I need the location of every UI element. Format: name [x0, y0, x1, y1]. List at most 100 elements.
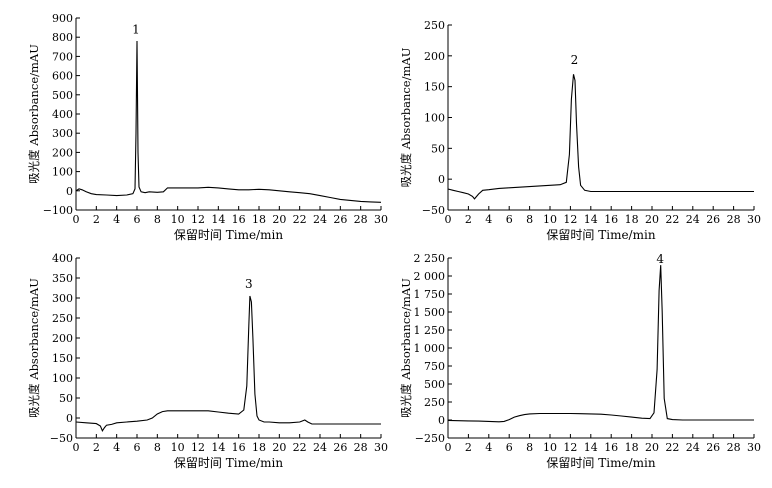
- peak-label: 1: [132, 22, 140, 36]
- x-axis-label: 保留时间 Time/min: [174, 228, 283, 242]
- y-tick-label: 700: [52, 50, 73, 63]
- y-tick-label: 400: [52, 108, 73, 121]
- x-tick-label: 16: [604, 441, 618, 454]
- x-tick-label: 6: [506, 213, 513, 226]
- y-axis-label: 吸光度 Absorbance/mAU: [399, 278, 413, 418]
- x-tick-label: 0: [445, 441, 452, 454]
- x-tick-label: 6: [134, 213, 141, 226]
- x-tick-label: 8: [154, 213, 161, 226]
- x-tick-label: 22: [293, 441, 307, 454]
- peak-label: 2: [571, 53, 579, 67]
- peak-label: 3: [245, 277, 253, 291]
- x-tick-label: 10: [171, 441, 185, 454]
- x-tick-label: 28: [727, 441, 741, 454]
- x-tick-label: 14: [584, 213, 598, 226]
- x-tick-label: 12: [191, 441, 205, 454]
- y-tick-label: 250: [52, 312, 73, 325]
- x-tick-label: 16: [604, 213, 618, 226]
- x-tick-label: 18: [252, 441, 266, 454]
- y-tick-label: 0: [66, 185, 73, 198]
- x-tick-label: 24: [686, 213, 700, 226]
- y-tick-label: −100: [43, 204, 73, 217]
- x-tick-label: 24: [686, 441, 700, 454]
- x-tick-label: 8: [526, 213, 533, 226]
- y-tick-label: 600: [52, 70, 73, 83]
- x-axis-label: 保留时间 Time/min: [546, 456, 655, 470]
- chart-panel-1: 0 2 4 6 8 10 12 14 16 18 20 22 24 26 28 30−100010020030…: [27, 12, 388, 242]
- x-tick-label: 26: [333, 213, 347, 226]
- y-tick-label: 200: [52, 332, 73, 345]
- x-tick-label: 30: [747, 213, 761, 226]
- x-tick-label: 26: [706, 441, 720, 454]
- y-tick-label: 750: [424, 360, 445, 373]
- y-tick-label: −50: [50, 432, 73, 445]
- chart-panel-4: 0 2 4 6 8 10 12 14 16 18 20 22 24 26 28 30−250025050075…: [399, 252, 761, 470]
- x-tick-label: 4: [485, 213, 492, 226]
- x-tick-label: 10: [171, 213, 185, 226]
- x-tick-label: 4: [485, 441, 492, 454]
- y-tick-label: 500: [52, 89, 73, 102]
- x-tick-label: 24: [313, 441, 327, 454]
- x-tick-label: 26: [333, 441, 347, 454]
- y-tick-label: 1 500: [414, 306, 446, 319]
- x-tick-label: 14: [211, 213, 225, 226]
- y-tick-label: 250: [424, 396, 445, 409]
- y-tick-label: 100: [424, 112, 445, 125]
- x-tick-label: 2: [93, 441, 100, 454]
- x-tick-label: 0: [73, 441, 80, 454]
- y-axis-label: 吸光度 Absorbance/mAU: [27, 278, 41, 418]
- x-tick-label: 20: [272, 213, 286, 226]
- y-tick-label: 0: [438, 414, 445, 427]
- x-tick-label: 0: [445, 213, 452, 226]
- x-tick-label: 8: [154, 441, 161, 454]
- y-tick-label: 1 750: [414, 288, 446, 301]
- chromatogram-trace: [447, 74, 754, 200]
- y-tick-label: 0: [438, 173, 445, 186]
- x-tick-label: 18: [625, 441, 639, 454]
- y-tick-label: 900: [52, 12, 73, 25]
- y-tick-label: 300: [52, 127, 73, 140]
- y-tick-label: 800: [52, 31, 73, 44]
- x-tick-label: 20: [645, 441, 659, 454]
- x-axis-label: 保留时间 Time/min: [174, 456, 283, 470]
- x-tick-label: 22: [665, 441, 679, 454]
- x-tick-label: 22: [665, 213, 679, 226]
- x-tick-label: 4: [113, 441, 120, 454]
- y-tick-label: 300: [52, 292, 73, 305]
- y-tick-label: 50: [59, 392, 73, 405]
- x-tick-label: 24: [313, 213, 327, 226]
- x-tick-label: 10: [543, 441, 557, 454]
- peak-label: 4: [656, 252, 664, 266]
- x-tick-label: 12: [191, 213, 205, 226]
- x-tick-label: 30: [374, 213, 388, 226]
- chromatogram-trace: [447, 265, 754, 423]
- x-tick-label: 30: [374, 441, 388, 454]
- chart-panel-2: 0 2 4 6 8 10 12 14 16 18 20 22 24 26 28 30−500501001502…: [399, 19, 761, 242]
- y-tick-label: −50: [422, 204, 445, 217]
- y-tick-label: 100: [52, 166, 73, 179]
- y-tick-label: 2 250: [414, 252, 446, 265]
- x-tick-label: 30: [747, 441, 761, 454]
- x-tick-label: 10: [543, 213, 557, 226]
- x-tick-label: 18: [625, 213, 639, 226]
- x-tick-label: 12: [563, 441, 577, 454]
- y-axis-label: 吸光度 Absorbance/mAU: [27, 44, 41, 184]
- x-tick-label: 28: [354, 441, 368, 454]
- x-tick-label: 14: [584, 441, 598, 454]
- x-tick-label: 6: [134, 441, 141, 454]
- x-tick-label: 28: [727, 213, 741, 226]
- y-tick-label: 2 000: [414, 270, 446, 283]
- y-tick-label: −250: [415, 432, 445, 445]
- y-tick-label: 400: [52, 252, 73, 265]
- x-tick-label: 8: [526, 441, 533, 454]
- x-tick-label: 26: [706, 213, 720, 226]
- x-tick-label: 22: [293, 213, 307, 226]
- x-tick-label: 0: [73, 213, 80, 226]
- y-tick-label: 1 000: [414, 342, 446, 355]
- y-tick-label: 100: [52, 372, 73, 385]
- x-tick-label: 28: [354, 213, 368, 226]
- x-tick-label: 18: [252, 213, 266, 226]
- x-tick-label: 2: [93, 213, 100, 226]
